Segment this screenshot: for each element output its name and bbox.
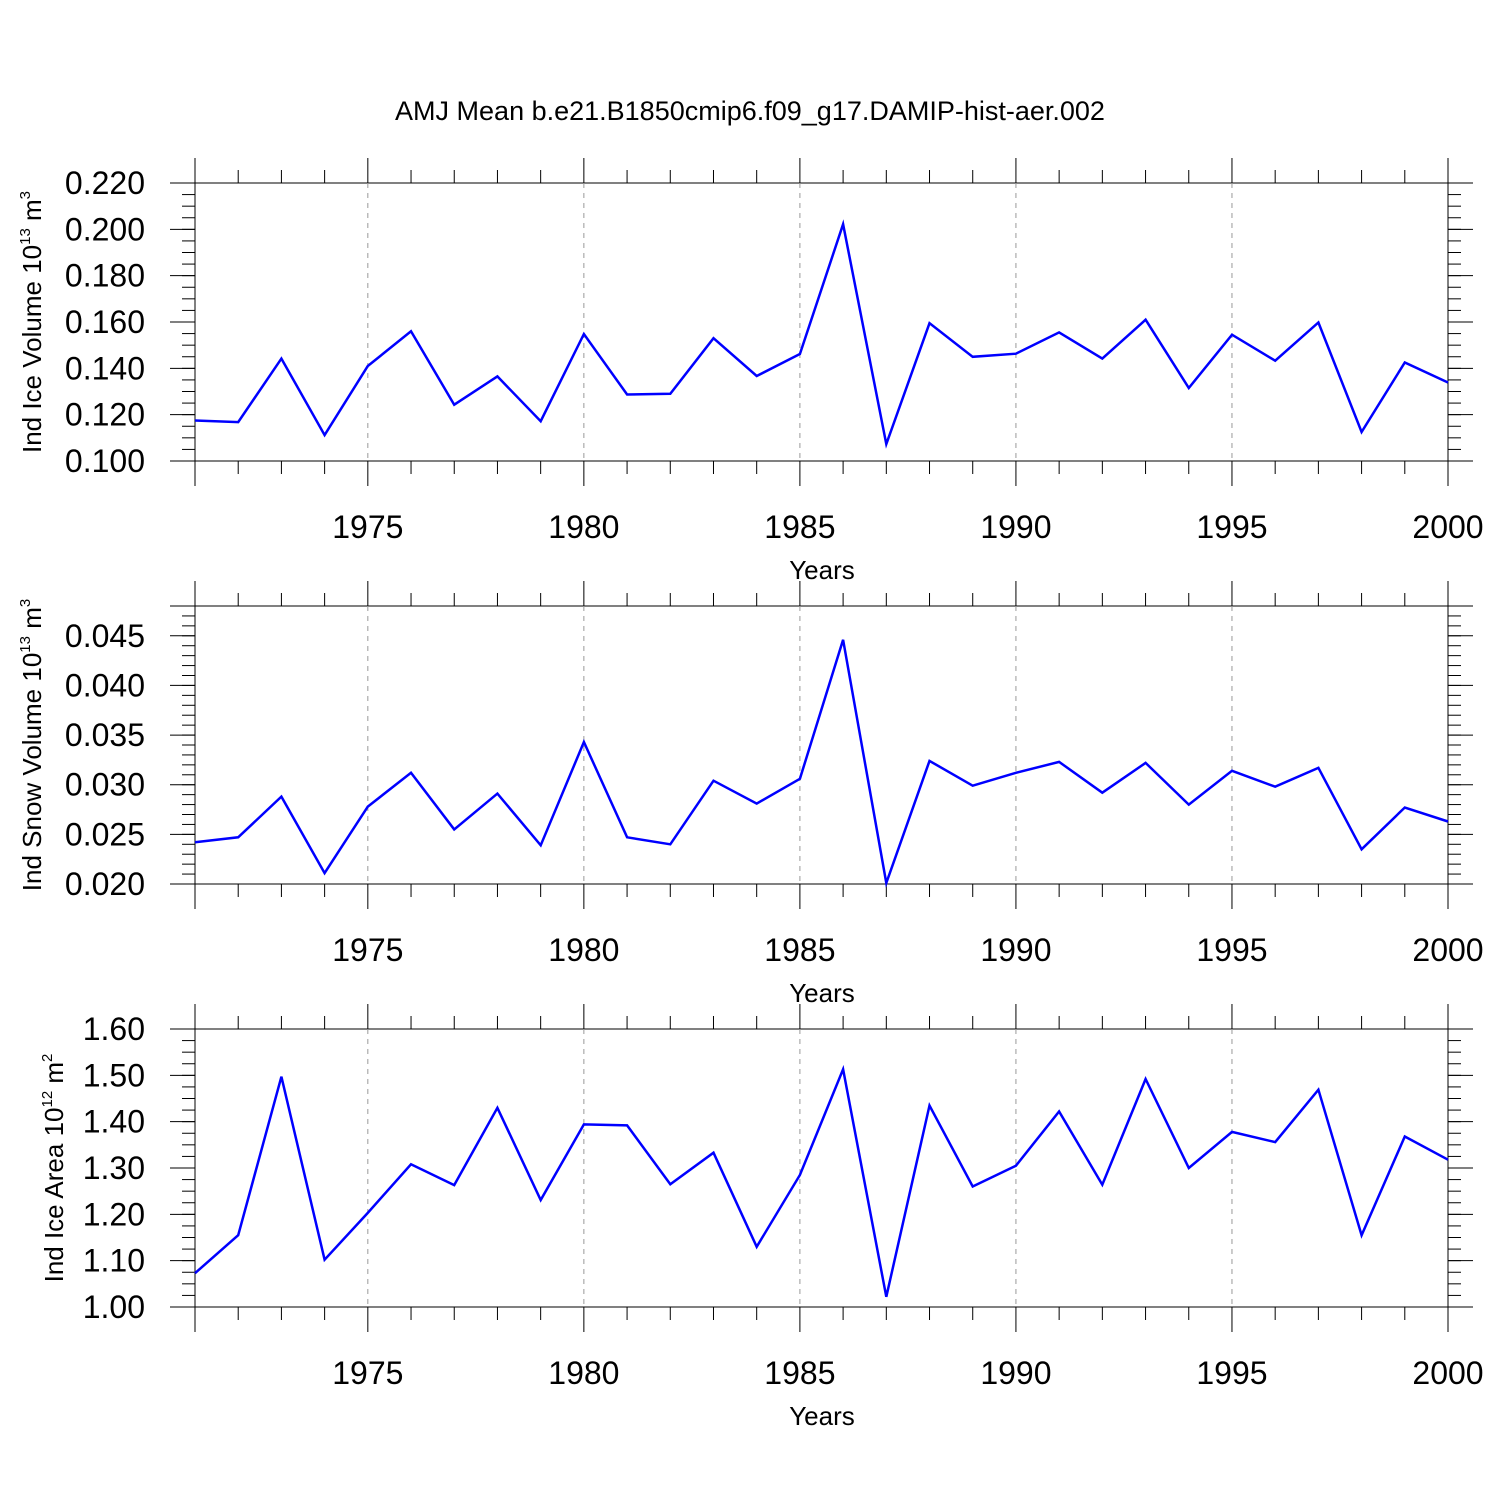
y-axis-title: Ind Ice Volume 1013 m3 (17, 191, 47, 453)
y-axis-title-part: Ind Ice Area 10 (39, 1108, 69, 1283)
y-tick-label: 0.030 (65, 767, 145, 803)
x-tick-label: 1990 (980, 1355, 1051, 1391)
y-tick-label: 1.60 (83, 1011, 145, 1047)
y-tick-label: 1.10 (83, 1243, 145, 1279)
x-axis-title: Years (789, 555, 855, 585)
x-tick-label: 1995 (1196, 932, 1267, 968)
x-tick-label: 1995 (1196, 509, 1267, 545)
y-tick-label: 0.020 (65, 866, 145, 902)
y-tick-label: 0.120 (65, 397, 145, 433)
x-tick-label: 1985 (764, 1355, 835, 1391)
x-tick-label: 2000 (1412, 1355, 1483, 1391)
x-tick-label: 2000 (1412, 932, 1483, 968)
y-tick-label: 0.140 (65, 350, 145, 386)
y-tick-label: 0.040 (65, 667, 145, 703)
y-tick-label: 0.180 (65, 258, 145, 294)
y-axis-title-part: 2 (39, 1054, 56, 1062)
chart-panel-2: 1975 1980 1985 1990 1995 2000 Years 0.020 0.025 0… (17, 581, 1484, 1008)
figure-title: AMJ Mean b.e21.B1850cmip6.f09_g17.DAMIP-… (395, 96, 1105, 126)
y-tick-label: 0.200 (65, 211, 145, 247)
x-tick-label: 1990 (980, 509, 1051, 545)
y-axis-title-part: m (39, 1062, 69, 1091)
y-axis-title-part: 3 (17, 191, 34, 199)
y-tick-label: 0.045 (65, 618, 145, 654)
y-axis-title: Ind Snow Volume 1013 m3 (17, 599, 47, 891)
chart-panel-1: 1975 1980 1985 1990 1995 2000 Years 0.100 0.120 0… (17, 158, 1484, 585)
series-line (194, 1064, 1449, 1298)
y-axis-title-part: m (17, 607, 47, 636)
x-tick-label: 1980 (548, 1355, 619, 1391)
y-axis-title-part: Ind Snow Volume 10 (17, 653, 47, 892)
y-axis-title: Ind Ice Area 1012 m2 (39, 1054, 69, 1283)
panels: 1975 1980 1985 1990 1995 2000 Years 0.100 0.120 0… (17, 158, 1484, 1431)
x-tick-label: 1985 (764, 932, 835, 968)
y-tick-label: 1.40 (83, 1104, 145, 1140)
y-tick-label: 1.20 (83, 1196, 145, 1232)
y-axis-title-part: m (17, 199, 47, 228)
x-tick-label: 1975 (332, 509, 403, 545)
y-tick-label: 0.220 (65, 165, 145, 201)
y-tick-label: 0.100 (65, 443, 145, 479)
x-tick-label: 1990 (980, 932, 1051, 968)
x-tick-label: 1995 (1196, 1355, 1267, 1391)
y-axis-title-part: 12 (39, 1091, 56, 1108)
x-tick-label: 1975 (332, 1355, 403, 1391)
y-axis-title-part: 13 (17, 636, 34, 653)
x-tick-label: 1985 (764, 509, 835, 545)
x-tick-label: 2000 (1412, 509, 1483, 545)
y-tick-label: 1.50 (83, 1057, 145, 1093)
y-tick-label: 1.30 (83, 1150, 145, 1186)
x-axis-title: Years (789, 978, 855, 1008)
chart-panel-3: 1975 1980 1985 1990 1995 2000 Years 1.00 1.10 1.2… (39, 1004, 1484, 1431)
y-axis-title-part: 3 (17, 599, 34, 607)
y-tick-label: 0.160 (65, 304, 145, 340)
x-axis-title: Years (789, 1401, 855, 1431)
y-tick-label: 0.025 (65, 816, 145, 852)
series-line (194, 219, 1449, 449)
x-tick-label: 1980 (548, 932, 619, 968)
y-axis-title-part: 13 (17, 228, 34, 245)
y-tick-label: 0.035 (65, 717, 145, 753)
y-axis-title-part: Ind Ice Volume 10 (17, 245, 47, 453)
x-tick-label: 1975 (332, 932, 403, 968)
x-tick-label: 1980 (548, 509, 619, 545)
y-tick-label: 1.00 (83, 1289, 145, 1325)
series-line (194, 639, 1449, 888)
